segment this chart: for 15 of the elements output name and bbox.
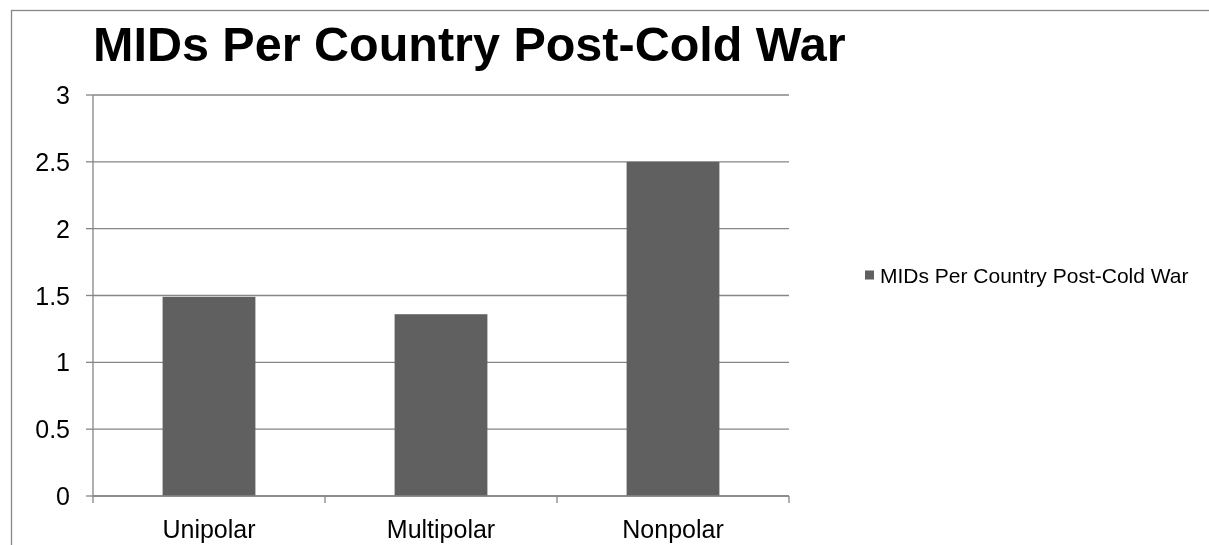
chart-title: MIDs Per Country Post-Cold War	[93, 17, 846, 71]
y-tick-label: 1.5	[35, 281, 70, 310]
bar	[162, 296, 256, 496]
y-tick-label: 2	[56, 214, 70, 243]
y-tick-label: 0	[56, 482, 70, 510]
legend-label: MIDs Per Country Post-Cold War	[880, 263, 1189, 287]
y-tick-label: 2.5	[35, 147, 70, 176]
x-tick-label: Unipolar	[162, 515, 256, 543]
bar	[394, 314, 488, 496]
bar	[626, 161, 720, 496]
x-tick-label: Multipolar	[386, 515, 496, 543]
y-tick-label: 1	[56, 348, 70, 377]
y-tick-label: 0.5	[35, 415, 70, 444]
x-tick-label: Nonpolar	[622, 515, 724, 543]
y-tick-label: 3	[56, 81, 70, 109]
